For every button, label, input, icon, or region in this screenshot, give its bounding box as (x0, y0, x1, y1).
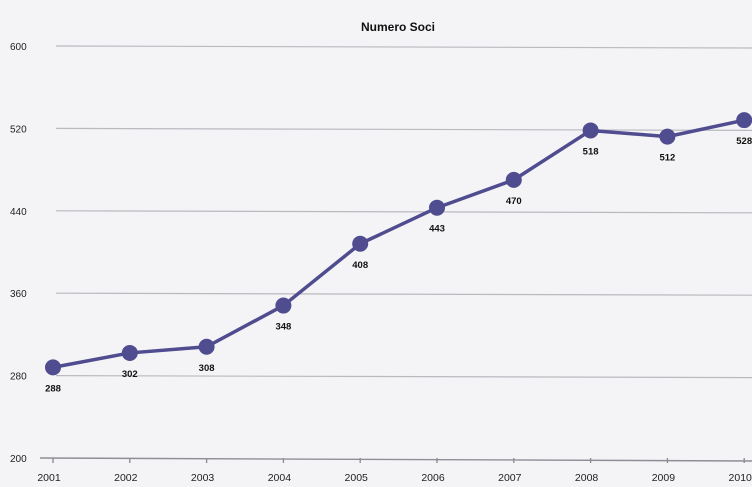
data-point (121, 344, 138, 361)
y-tick-label: 360 (10, 289, 27, 300)
data-label: 512 (659, 153, 675, 164)
data-label: 348 (275, 322, 291, 333)
data-point (505, 171, 522, 188)
x-tick-label: 2010 (729, 472, 752, 484)
data-label: 408 (352, 260, 368, 271)
data-point (352, 235, 369, 252)
data-point (736, 112, 752, 129)
gridline (55, 210, 752, 214)
y-tick-label: 200 (10, 454, 27, 465)
x-tick-label: 2007 (498, 472, 522, 484)
data-label: 288 (45, 383, 61, 394)
data-labels: 288 302 308 348 408 443 470 518 512 528 (45, 136, 752, 394)
y-tick-label: 520 (10, 124, 27, 135)
data-point (45, 359, 61, 376)
y-tick-label: 440 (10, 207, 27, 218)
x-tick-label: 2005 (345, 472, 369, 484)
x-tick-label: 2006 (421, 472, 445, 484)
gridline (55, 375, 752, 379)
data-label: 308 (199, 363, 215, 374)
data-label: 302 (122, 369, 138, 380)
x-tick-label: 2004 (268, 472, 292, 484)
data-point (582, 122, 599, 139)
gridline (55, 292, 752, 296)
data-point (429, 199, 445, 216)
gridline (55, 127, 752, 131)
data-label: 518 (583, 146, 599, 157)
series (45, 112, 752, 376)
gridlines (55, 45, 752, 379)
y-axis-ticks: 200 280 360 440 520 600 (10, 42, 27, 465)
series-line (52, 118, 745, 370)
data-point (659, 128, 676, 145)
data-point (198, 338, 215, 355)
data-label: 470 (506, 196, 522, 207)
x-axis-ticks: 2001 2002 2003 2004 2005 2006 2007 2008 2009 2010 (37, 458, 752, 484)
x-tick-label: 2002 (114, 472, 138, 484)
gridline (55, 45, 752, 49)
data-label: 443 (429, 224, 445, 235)
x-tick-label: 2003 (191, 472, 215, 484)
y-tick-label: 600 (10, 42, 27, 53)
x-axis-line (39, 457, 752, 462)
x-tick-label: 2001 (37, 472, 61, 484)
y-tick-label: 280 (10, 372, 27, 383)
x-tick-label: 2009 (652, 472, 676, 484)
chart-title: Numero Soci (361, 20, 435, 34)
data-label: 528 (736, 136, 752, 147)
x-tick-label: 2008 (575, 472, 599, 484)
x-axis (39, 457, 752, 462)
data-point (275, 297, 292, 314)
